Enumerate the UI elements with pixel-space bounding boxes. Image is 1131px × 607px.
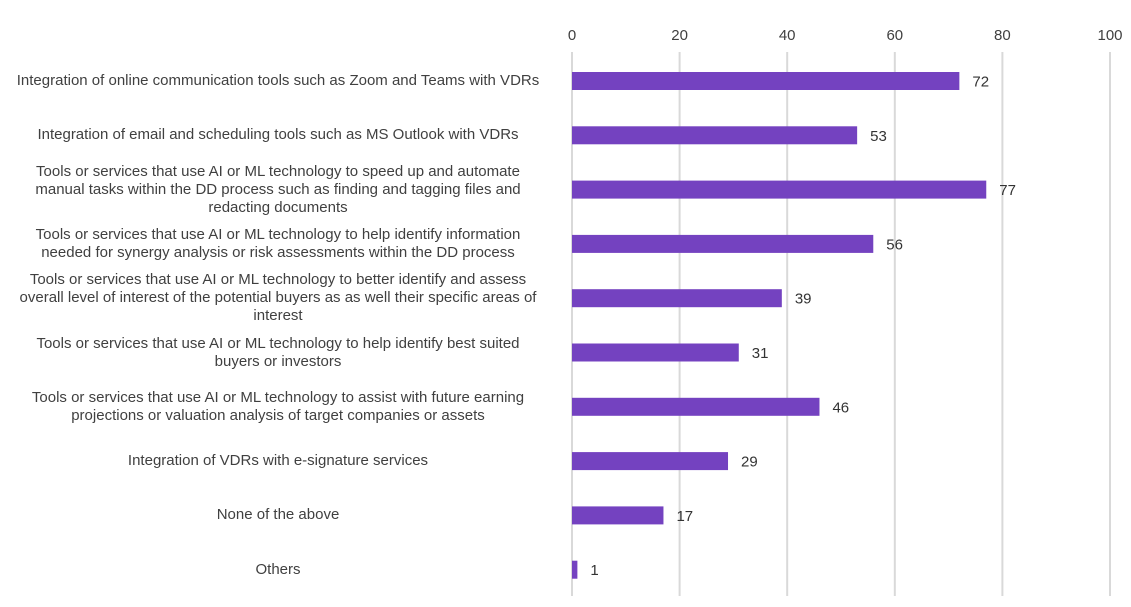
data-label: 46 <box>832 399 849 416</box>
category-label-line: Tools or services that use AI or ML tech… <box>31 388 525 406</box>
category-label-line: Integration of VDRs with e-signature ser… <box>127 452 429 470</box>
category-label: Integration of VDRs with e-signature ser… <box>0 452 558 470</box>
bar <box>572 506 664 525</box>
bars <box>572 72 987 579</box>
category-label-line: Others <box>255 560 301 578</box>
data-label: 17 <box>676 508 693 525</box>
bar <box>572 72 960 90</box>
x-tick-label: 80 <box>994 27 1011 44</box>
category-label: Tools or services that use AI or ML tech… <box>0 389 558 425</box>
bar <box>572 452 729 471</box>
data-label: 1 <box>590 562 598 579</box>
bar <box>572 234 874 253</box>
x-tick-label: 40 <box>779 27 796 44</box>
bar <box>572 343 739 362</box>
x-tick-label: 60 <box>886 27 903 44</box>
data-label: 56 <box>886 236 903 253</box>
category-label-line: Tools or services that use AI or ML tech… <box>36 162 520 180</box>
bar <box>572 289 782 308</box>
bar <box>572 560 578 579</box>
category-label-line: Tools or services that use AI or ML tech… <box>29 271 527 289</box>
bar <box>572 180 987 199</box>
value-labels: 72 53 77 56 39 31 46 29 17 1 <box>590 74 1016 580</box>
category-label-line: needed for synergy analysis or risk asse… <box>41 243 515 261</box>
x-tick-label: 100 <box>1097 27 1122 44</box>
category-label: Tools or services that use AI or ML tech… <box>0 271 558 325</box>
data-label: 72 <box>972 74 989 91</box>
category-label-line: manual tasks within the DD process such … <box>35 180 521 198</box>
category-label: Tools or services that use AI or ML tech… <box>0 226 558 262</box>
category-label-line: Integration of online communication tool… <box>16 72 540 89</box>
category-label-line: Tools or services that use AI or ML tech… <box>35 225 521 243</box>
category-label-line: overall level of interest of the potenti… <box>19 289 537 307</box>
category-label-line: redacting documents <box>208 198 348 216</box>
category-label-line: interest <box>253 307 303 325</box>
data-label: 39 <box>795 291 812 308</box>
category-label: Tools or services that use AI or ML tech… <box>0 335 558 371</box>
data-label: 53 <box>870 128 887 145</box>
data-label: 29 <box>741 454 758 471</box>
category-label: Integration of email and scheduling tool… <box>0 126 558 144</box>
bar <box>572 126 858 145</box>
category-label-line: Integration of email and scheduling tool… <box>37 126 519 144</box>
category-label-line: Tools or services that use AI or ML tech… <box>36 334 520 352</box>
data-label: 77 <box>999 182 1016 199</box>
category-label-line: buyers or investors <box>214 352 342 370</box>
category-label-line: projections or valuation analysis of tar… <box>71 406 485 424</box>
category-label: Integration of online communication tool… <box>0 72 558 90</box>
bar <box>572 397 820 416</box>
category-label: Tools or services that use AI or ML tech… <box>0 163 558 217</box>
x-tick-label: 20 <box>671 27 688 44</box>
category-label: Others <box>0 561 558 579</box>
x-axis-ticks: 0 20 40 60 80 100 <box>568 27 1123 44</box>
category-label-line: None of the above <box>216 506 340 524</box>
category-label: None of the above <box>0 506 558 524</box>
x-tick-label: 0 <box>568 27 576 44</box>
data-label: 31 <box>752 345 769 362</box>
